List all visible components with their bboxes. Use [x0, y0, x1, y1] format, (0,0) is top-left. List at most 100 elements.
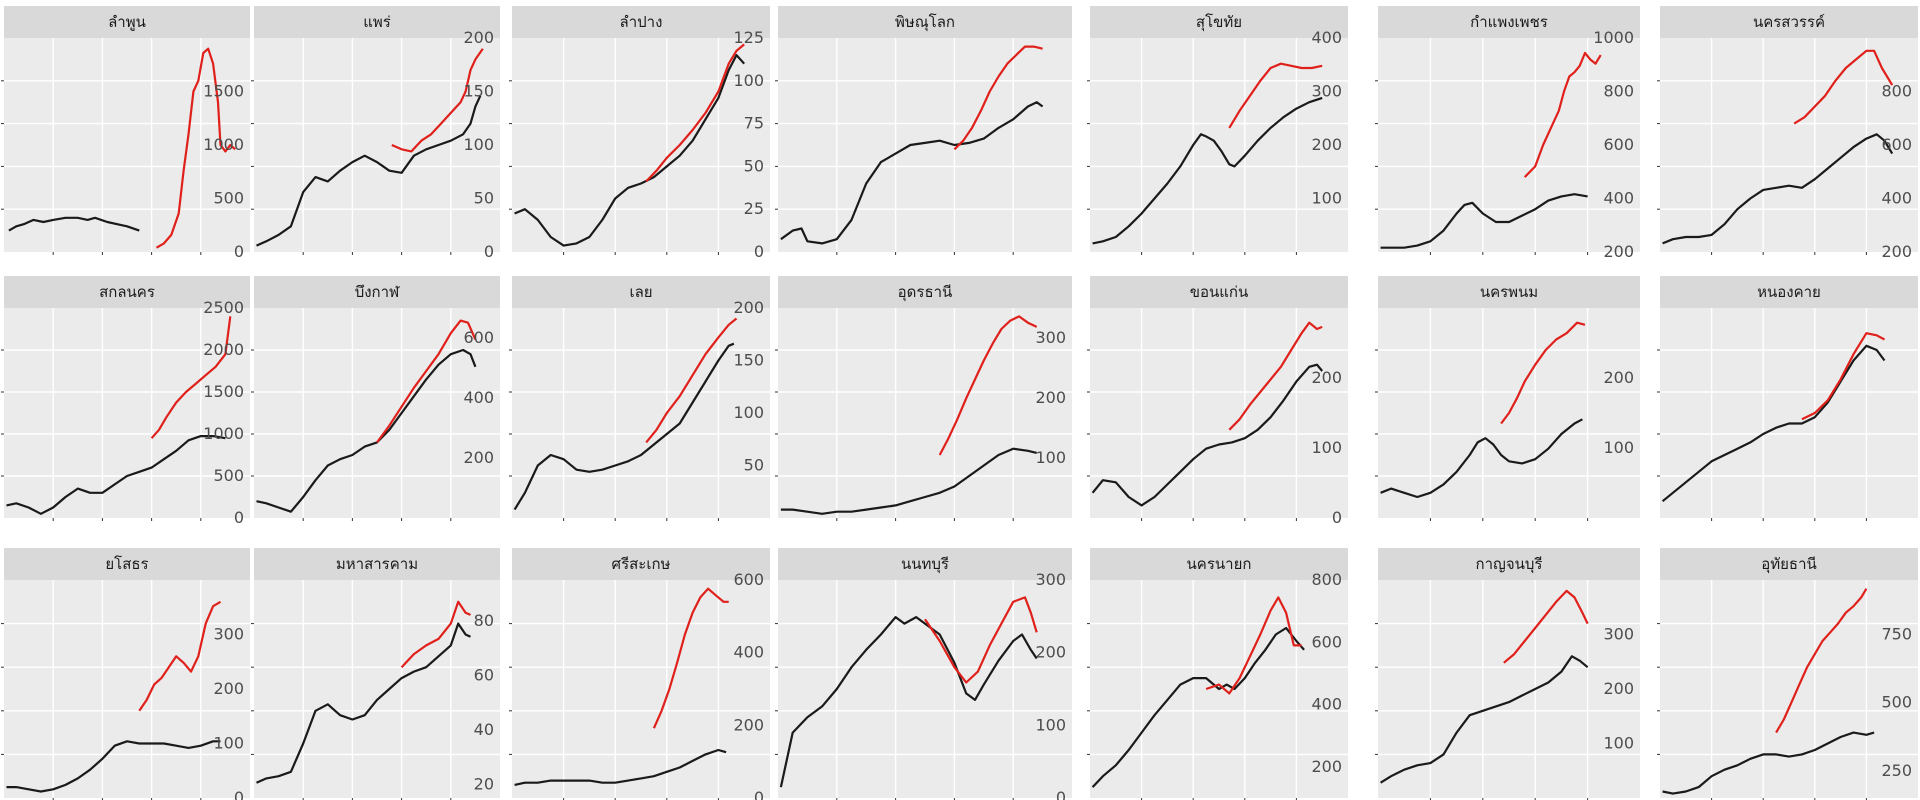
series-line-red	[1775, 588, 1868, 734]
facet-title: สุโขทัย	[1196, 13, 1242, 32]
y-tick-label: 300	[1603, 625, 1634, 644]
facet-title: เลย	[629, 283, 652, 301]
series-line-black	[1091, 363, 1324, 507]
facet-strip	[1378, 548, 1640, 580]
facet-panel: กาญจนบุรี 100 200 300	[1375, 548, 1640, 800]
y-tick-label: 0	[754, 788, 764, 800]
series-line-red	[376, 319, 477, 444]
y-tick-label: 0	[1056, 788, 1066, 800]
series-line-black	[1662, 133, 1894, 245]
series-line-red	[1228, 321, 1323, 431]
y-tick-label: 25	[744, 199, 764, 218]
facet-title: นครนายก	[1187, 555, 1252, 573]
facet-title: หนองคาย	[1757, 283, 1821, 301]
panel-background	[4, 308, 250, 518]
y-tick-label: 800	[1311, 570, 1342, 589]
facet-panel: สุโขทัย 100 200 300 400	[1087, 6, 1348, 255]
y-tick-label: 750	[1881, 625, 1912, 644]
y-tick-label: 200	[733, 298, 764, 317]
series-line-red	[652, 587, 729, 729]
panel-background	[1378, 38, 1640, 252]
series-line-black	[514, 54, 746, 247]
y-tick-label: 50	[474, 189, 494, 208]
series-line-black	[1091, 626, 1305, 788]
facet-title: มหาสารคาม	[336, 555, 418, 573]
y-tick-label: 2500	[203, 298, 244, 317]
facet-strip	[4, 548, 250, 580]
series-line-red	[1228, 62, 1323, 129]
y-tick-label: 100	[463, 135, 494, 154]
series-line-red	[1500, 321, 1586, 425]
facet-strip	[254, 548, 500, 580]
series-line-black	[256, 348, 477, 513]
facet-title: พิษณุโลก	[895, 13, 955, 32]
facet-panel: แพร่ 0 50 100 150 200	[251, 6, 500, 261]
y-tick-label: 200	[1311, 757, 1342, 776]
facet-panel: มหาสารคาม 20 40 60 80	[251, 548, 500, 800]
series-line-black	[514, 748, 727, 786]
facet-panel: ลำปาง 0 25 50 75 100 125	[509, 6, 770, 261]
panel-background	[1378, 580, 1640, 798]
y-tick-label: 100	[733, 403, 764, 422]
facet-title: ลำปาง	[620, 13, 663, 31]
series-line-black	[6, 435, 226, 515]
series-line-black	[780, 447, 1037, 515]
facet-title: ศรีสะเกษ	[612, 555, 671, 573]
y-tick-label: 1000	[203, 424, 244, 443]
y-tick-label: 50	[744, 456, 764, 475]
y-tick-label: 300	[1035, 570, 1066, 589]
facet-title: กำแพงเพชร	[1470, 13, 1548, 31]
y-tick-label: 500	[1881, 693, 1912, 712]
y-tick-label: 40	[474, 720, 494, 739]
y-tick-label: 200	[1035, 388, 1066, 407]
y-tick-label: 400	[1881, 189, 1912, 208]
y-tick-label: 300	[213, 625, 244, 644]
y-tick-label: 0	[1332, 508, 1342, 527]
y-tick-label: 600	[463, 328, 494, 347]
panel-background	[1090, 38, 1348, 252]
facet-title: แพร่	[363, 13, 391, 31]
series-line-black	[1380, 418, 1583, 499]
y-tick-label: 250	[1881, 761, 1912, 780]
y-tick-label: 100	[1035, 448, 1066, 467]
series-line-red	[953, 45, 1043, 151]
facet-title: ขอนแก่น	[1190, 283, 1249, 301]
facet-panel: อุทัยธานี 250 500 750	[1657, 548, 1918, 800]
series-line-red	[1793, 49, 1894, 125]
y-tick-label: 1500	[203, 382, 244, 401]
facet-panel: กำแพงเพชร 200 400 600 800 1000	[1375, 6, 1640, 261]
y-tick-label: 100	[1311, 438, 1342, 457]
facet-title: นครสวรรค์	[1753, 13, 1825, 31]
facet-strip	[254, 276, 500, 308]
y-tick-label: 100	[1035, 715, 1066, 734]
facet-title: สกลนคร	[99, 283, 155, 301]
panel-background	[1660, 580, 1918, 798]
panel-background	[512, 38, 770, 252]
panel-background	[1090, 308, 1348, 518]
y-tick-label: 100	[1603, 734, 1634, 753]
series-line-red	[1205, 596, 1302, 695]
facet-strip	[1660, 276, 1918, 308]
facet-strip	[1660, 548, 1918, 580]
series-line-red	[924, 596, 1038, 684]
y-tick-label: 400	[463, 388, 494, 407]
series-line-black	[780, 101, 1044, 245]
facet-strip	[512, 548, 770, 580]
y-tick-label: 1500	[203, 82, 244, 101]
y-tick-label: 600	[733, 570, 764, 589]
panel-background	[254, 580, 500, 798]
y-tick-label: 500	[213, 189, 244, 208]
y-tick-label: 100	[733, 71, 764, 90]
series-line-red	[138, 600, 222, 712]
y-tick-label: 200	[1603, 679, 1634, 698]
facet-strip	[778, 6, 1072, 38]
series-line-black	[1092, 96, 1323, 245]
series-line-black	[1380, 655, 1589, 784]
y-tick-label: 100	[1311, 189, 1342, 208]
series-line-red	[645, 317, 738, 444]
series-line-red	[1503, 589, 1589, 664]
panel-background	[1660, 38, 1918, 252]
series-line-black	[513, 342, 735, 511]
facet-strip	[1378, 6, 1640, 38]
